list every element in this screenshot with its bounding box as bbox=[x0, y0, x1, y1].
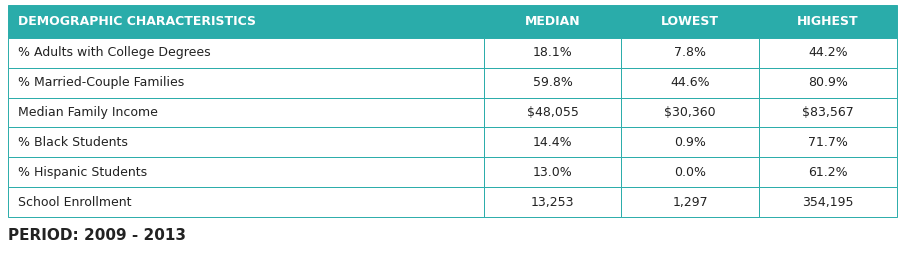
Text: 1,297: 1,297 bbox=[672, 196, 708, 209]
Bar bbox=[622, 157, 759, 187]
Text: 71.7%: 71.7% bbox=[808, 136, 848, 149]
Bar bbox=[759, 38, 897, 68]
Bar bbox=[759, 68, 897, 98]
Text: 14.4%: 14.4% bbox=[533, 136, 572, 149]
Bar bbox=[8, 157, 483, 187]
Text: % Adults with College Degrees: % Adults with College Degrees bbox=[18, 46, 211, 59]
Text: 18.1%: 18.1% bbox=[533, 46, 572, 59]
Bar bbox=[483, 187, 622, 217]
Text: MEDIAN: MEDIAN bbox=[525, 15, 580, 28]
Bar bbox=[759, 157, 897, 187]
Text: $83,567: $83,567 bbox=[802, 106, 854, 119]
Bar bbox=[622, 127, 759, 157]
Text: LOWEST: LOWEST bbox=[662, 15, 719, 28]
Bar bbox=[622, 68, 759, 98]
Text: % Black Students: % Black Students bbox=[18, 136, 128, 149]
Bar bbox=[8, 5, 483, 38]
Bar bbox=[483, 5, 622, 38]
Bar bbox=[483, 98, 622, 127]
Text: 354,195: 354,195 bbox=[803, 196, 853, 209]
Bar bbox=[759, 5, 897, 38]
Text: PERIOD: 2009 - 2013: PERIOD: 2009 - 2013 bbox=[8, 228, 186, 243]
Text: Median Family Income: Median Family Income bbox=[18, 106, 157, 119]
Text: 44.6%: 44.6% bbox=[671, 76, 710, 89]
Bar bbox=[622, 187, 759, 217]
Text: School Enrollment: School Enrollment bbox=[18, 196, 131, 209]
Bar bbox=[8, 38, 483, 68]
Text: 7.8%: 7.8% bbox=[674, 46, 706, 59]
Text: 80.9%: 80.9% bbox=[808, 76, 848, 89]
Text: 13.0%: 13.0% bbox=[533, 166, 572, 179]
Text: $48,055: $48,055 bbox=[527, 106, 578, 119]
Text: 0.9%: 0.9% bbox=[674, 136, 706, 149]
Bar bbox=[8, 98, 483, 127]
Bar bbox=[622, 98, 759, 127]
Text: 61.2%: 61.2% bbox=[808, 166, 848, 179]
Text: DEMOGRAPHIC CHARACTERISTICS: DEMOGRAPHIC CHARACTERISTICS bbox=[18, 15, 256, 28]
Bar bbox=[8, 127, 483, 157]
Text: % Married-Couple Families: % Married-Couple Families bbox=[18, 76, 185, 89]
Bar bbox=[622, 38, 759, 68]
Text: $30,360: $30,360 bbox=[664, 106, 716, 119]
Bar bbox=[8, 187, 483, 217]
Bar bbox=[483, 157, 622, 187]
Bar bbox=[483, 68, 622, 98]
Bar bbox=[8, 68, 483, 98]
Bar bbox=[483, 38, 622, 68]
Text: 0.0%: 0.0% bbox=[674, 166, 706, 179]
Text: HIGHEST: HIGHEST bbox=[797, 15, 859, 28]
Text: 59.8%: 59.8% bbox=[532, 76, 573, 89]
Bar bbox=[759, 187, 897, 217]
Bar bbox=[759, 127, 897, 157]
Bar bbox=[483, 127, 622, 157]
Bar bbox=[759, 98, 897, 127]
Text: 13,253: 13,253 bbox=[530, 196, 575, 209]
Bar bbox=[622, 5, 759, 38]
Text: 44.2%: 44.2% bbox=[808, 46, 848, 59]
Text: % Hispanic Students: % Hispanic Students bbox=[18, 166, 148, 179]
